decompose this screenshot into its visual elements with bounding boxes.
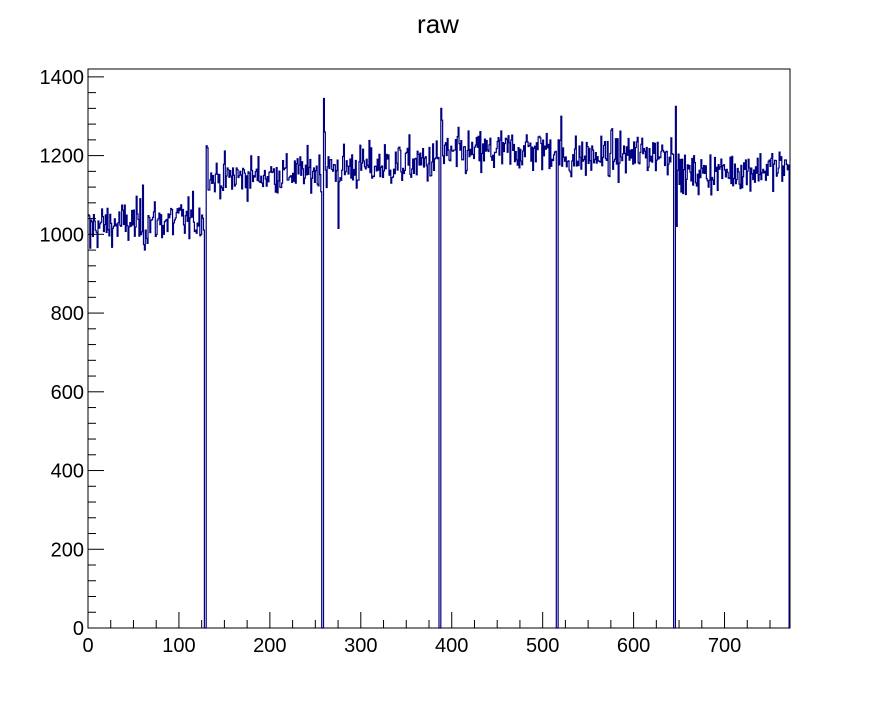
histogram-line [88, 97, 790, 629]
x-tick-label: 700 [708, 635, 741, 657]
x-tick-label: 400 [435, 635, 468, 657]
y-tick-label: 1200 [40, 146, 85, 168]
y-tick-label: 1400 [40, 67, 85, 89]
x-tick-label: 500 [526, 635, 559, 657]
y-tick-label: 200 [51, 539, 84, 561]
plot-area: 0 100 200 300 400 500 600 700 0 200 400 600 800 1000 1… [40, 67, 791, 657]
y-tick-label: 600 [51, 382, 84, 404]
y-tick-label: 1000 [40, 224, 85, 246]
y-tick-label: 400 [51, 461, 84, 483]
chart-title: raw [417, 9, 459, 39]
x-tick-label: 300 [344, 635, 377, 657]
x-tick-label: 0 [82, 635, 93, 657]
x-tick-label: 200 [253, 635, 286, 657]
x-tick-label: 100 [162, 635, 195, 657]
y-tick-label: 0 [73, 618, 84, 640]
x-tick-label: 600 [617, 635, 650, 657]
y-tick-label: 800 [51, 303, 84, 325]
